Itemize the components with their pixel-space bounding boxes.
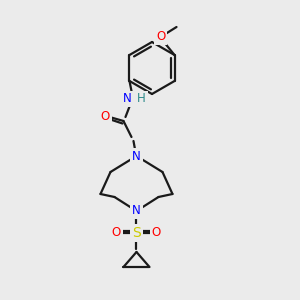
Text: O: O — [156, 31, 165, 44]
Text: S: S — [132, 226, 141, 240]
Text: O: O — [112, 226, 121, 239]
Text: N: N — [132, 149, 141, 163]
Text: N: N — [132, 205, 141, 218]
Text: O: O — [101, 110, 110, 124]
Text: H: H — [137, 92, 146, 106]
Text: O: O — [152, 226, 161, 239]
Text: N: N — [123, 92, 132, 106]
